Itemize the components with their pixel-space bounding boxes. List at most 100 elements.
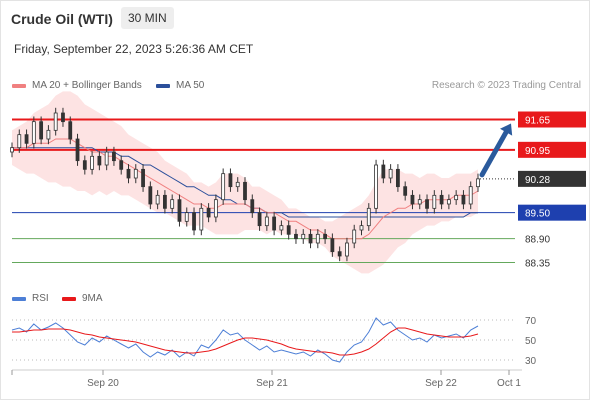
- candle: [243, 177, 247, 205]
- x-axis-tick-label: Sep 20: [87, 378, 119, 389]
- candle-body: [97, 155, 102, 166]
- candle: [39, 116, 44, 145]
- chart-datetime: Friday, September 22, 2023 5:26:36 AM CE…: [14, 42, 254, 56]
- support-label: 88.35: [525, 259, 550, 270]
- candle-body: [112, 151, 116, 162]
- candle-body: [228, 173, 233, 188]
- resistance-label: 90.95: [525, 146, 550, 157]
- candle: [90, 151, 94, 175]
- legend-ma20-label: MA 20 + Bollinger Bands: [32, 80, 142, 91]
- candle: [417, 194, 422, 210]
- candle: [46, 125, 51, 145]
- candle: [301, 229, 306, 244]
- candle: [396, 164, 400, 192]
- candle-body: [417, 199, 422, 205]
- candle: [468, 181, 473, 210]
- candle: [410, 190, 415, 210]
- candle: [148, 181, 153, 210]
- candle-body: [163, 194, 167, 209]
- candle: [461, 190, 466, 210]
- candle: [446, 194, 451, 210]
- pivot-label-box: [518, 204, 586, 221]
- candle-body: [235, 181, 240, 188]
- candle-body: [177, 199, 182, 222]
- candle-body: [24, 134, 29, 144]
- level-90-28: 90.28: [480, 170, 586, 187]
- candle: [403, 181, 408, 201]
- candle-body: [170, 199, 175, 209]
- candle-body: [192, 212, 196, 231]
- resistance-label-box: [518, 111, 586, 128]
- candle: [82, 155, 87, 175]
- timeframe-badge[interactable]: 30 MIN: [121, 7, 174, 29]
- x-axis-tick-label: Oct 1: [497, 378, 521, 389]
- level-91-65: 91.65: [12, 111, 586, 128]
- candle-body: [439, 194, 444, 205]
- resistance-label: 91.65: [525, 116, 550, 127]
- candle: [272, 211, 277, 236]
- candle: [432, 190, 437, 214]
- candle-body: [206, 207, 211, 218]
- candle: [126, 164, 131, 184]
- candle: [366, 203, 371, 231]
- rsi-line: [11, 317, 479, 363]
- candle-body: [286, 225, 291, 235]
- candle-body: [213, 199, 218, 218]
- candle-body: [446, 199, 451, 205]
- rsi-ma9-line: [12, 327, 479, 356]
- candle: [308, 229, 313, 249]
- candle: [221, 168, 226, 205]
- legend-ma50-label: MA 50: [176, 80, 205, 91]
- candle: [163, 190, 167, 214]
- ma9-swatch: [62, 296, 76, 301]
- candle-body: [396, 168, 400, 188]
- candle-body: [53, 112, 58, 131]
- current-label-box: [518, 170, 586, 187]
- candle: [133, 164, 138, 184]
- candle-body: [199, 207, 204, 231]
- candle: [352, 224, 357, 249]
- candle: [228, 168, 233, 192]
- candle-body: [104, 151, 109, 166]
- ma20-swatch: [12, 83, 26, 88]
- candle-body: [476, 178, 480, 188]
- candle: [177, 194, 182, 227]
- candle-body: [119, 160, 124, 170]
- candle: [235, 177, 240, 192]
- candle-body: [68, 121, 73, 140]
- candle: [170, 194, 175, 214]
- candle-body: [141, 168, 145, 188]
- candle: [315, 229, 320, 249]
- candle-body: [75, 138, 80, 162]
- candle-body: [337, 251, 342, 257]
- candle-body: [221, 173, 226, 201]
- candle: [374, 159, 378, 214]
- candle-body: [352, 229, 357, 244]
- candle: [345, 237, 349, 262]
- candle-body: [461, 194, 466, 205]
- legend-rsi: RSI: [12, 293, 49, 304]
- candle-body: [90, 155, 94, 170]
- candle: [141, 164, 145, 192]
- candle: [294, 229, 298, 244]
- candle-body: [39, 121, 44, 140]
- candle-body: [250, 199, 255, 214]
- level-88-90: 88.90: [12, 235, 550, 246]
- legend-ma9: 9MA: [62, 293, 103, 304]
- candle: [155, 190, 160, 210]
- candle-body: [133, 168, 138, 179]
- legend-ma20: MA 20 + Bollinger Bands: [12, 80, 142, 91]
- candle-body: [432, 194, 437, 209]
- candle: [17, 129, 22, 153]
- candle-body: [184, 212, 189, 222]
- candle-body: [294, 233, 298, 240]
- forecast-arrow-shaft: [479, 129, 509, 178]
- candle: [257, 207, 262, 231]
- legend-ma50: MA 50: [156, 80, 204, 91]
- x-axis-tick-label: Sep 22: [425, 378, 457, 389]
- rsi-tick-label: 50: [525, 336, 537, 347]
- candle: [53, 107, 58, 136]
- research-credit: Research © 2023 Trading Central: [431, 80, 581, 91]
- candle-body: [46, 129, 51, 140]
